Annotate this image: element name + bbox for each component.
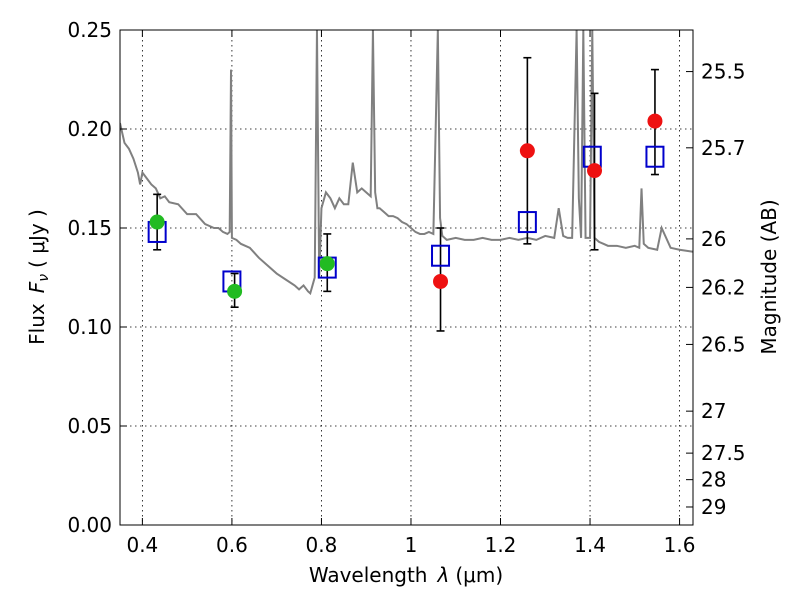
y-tick-label: 0.20 [67, 117, 112, 141]
y2-tick-label: 28 [701, 468, 726, 492]
y2-tick-label: 29 [701, 495, 726, 519]
y-axis-title: FluxFν( μJy ) [25, 209, 52, 345]
nir-point [587, 163, 603, 179]
x-tick-label: 1.4 [574, 533, 606, 557]
optical-point [227, 283, 243, 299]
y2-axis-title: Magnitude (AB) [757, 199, 781, 354]
y-tick-label: 0.25 [67, 18, 112, 42]
axes: 0.4 0.6 0.8 1 1.2 1.4 1.6 0.00 0.05 0.10 0.15 0.20 0… [67, 18, 745, 557]
model-flux-square [431, 244, 451, 267]
plot-frame [119, 29, 694, 526]
y2-tick-label: 26.2 [701, 275, 746, 299]
x-tick-label: 1.6 [664, 533, 696, 557]
x-tick-label: 0.8 [306, 533, 338, 557]
nir-point [519, 143, 535, 159]
optical-point [319, 256, 335, 272]
x-tick-label: 0.4 [126, 533, 158, 557]
data-marks [147, 56, 665, 332]
optical-point [149, 214, 165, 230]
x-axis-title: Wavelength λ (μm) [309, 563, 503, 587]
y-tick-label: 0.05 [67, 414, 112, 438]
y2-tick-label: 25.5 [701, 60, 746, 84]
y2-tick-label: 27.5 [701, 441, 746, 465]
y2-tick-label: 27 [701, 399, 726, 423]
model-flux-square [645, 145, 665, 168]
x-tick-label: 1.2 [485, 533, 517, 557]
y-tick-label: 0.10 [67, 315, 112, 339]
y-tick-label: 0.15 [67, 216, 112, 240]
x-tick-label: 0.6 [216, 533, 248, 557]
y2-tick-label: 26.5 [701, 332, 746, 356]
nir-point [433, 273, 449, 289]
grid-layer [120, 30, 693, 525]
plot-area-clip [120, 30, 693, 296]
y2-tick-label: 25.7 [701, 136, 746, 160]
x-tick-label: 1 [405, 533, 418, 557]
y2-tick-label: 26 [701, 227, 726, 251]
model-flux-square [517, 211, 537, 234]
nir-point [647, 113, 663, 129]
y-tick-label: 0.00 [67, 513, 112, 537]
model-spectrum-line [120, 30, 693, 296]
